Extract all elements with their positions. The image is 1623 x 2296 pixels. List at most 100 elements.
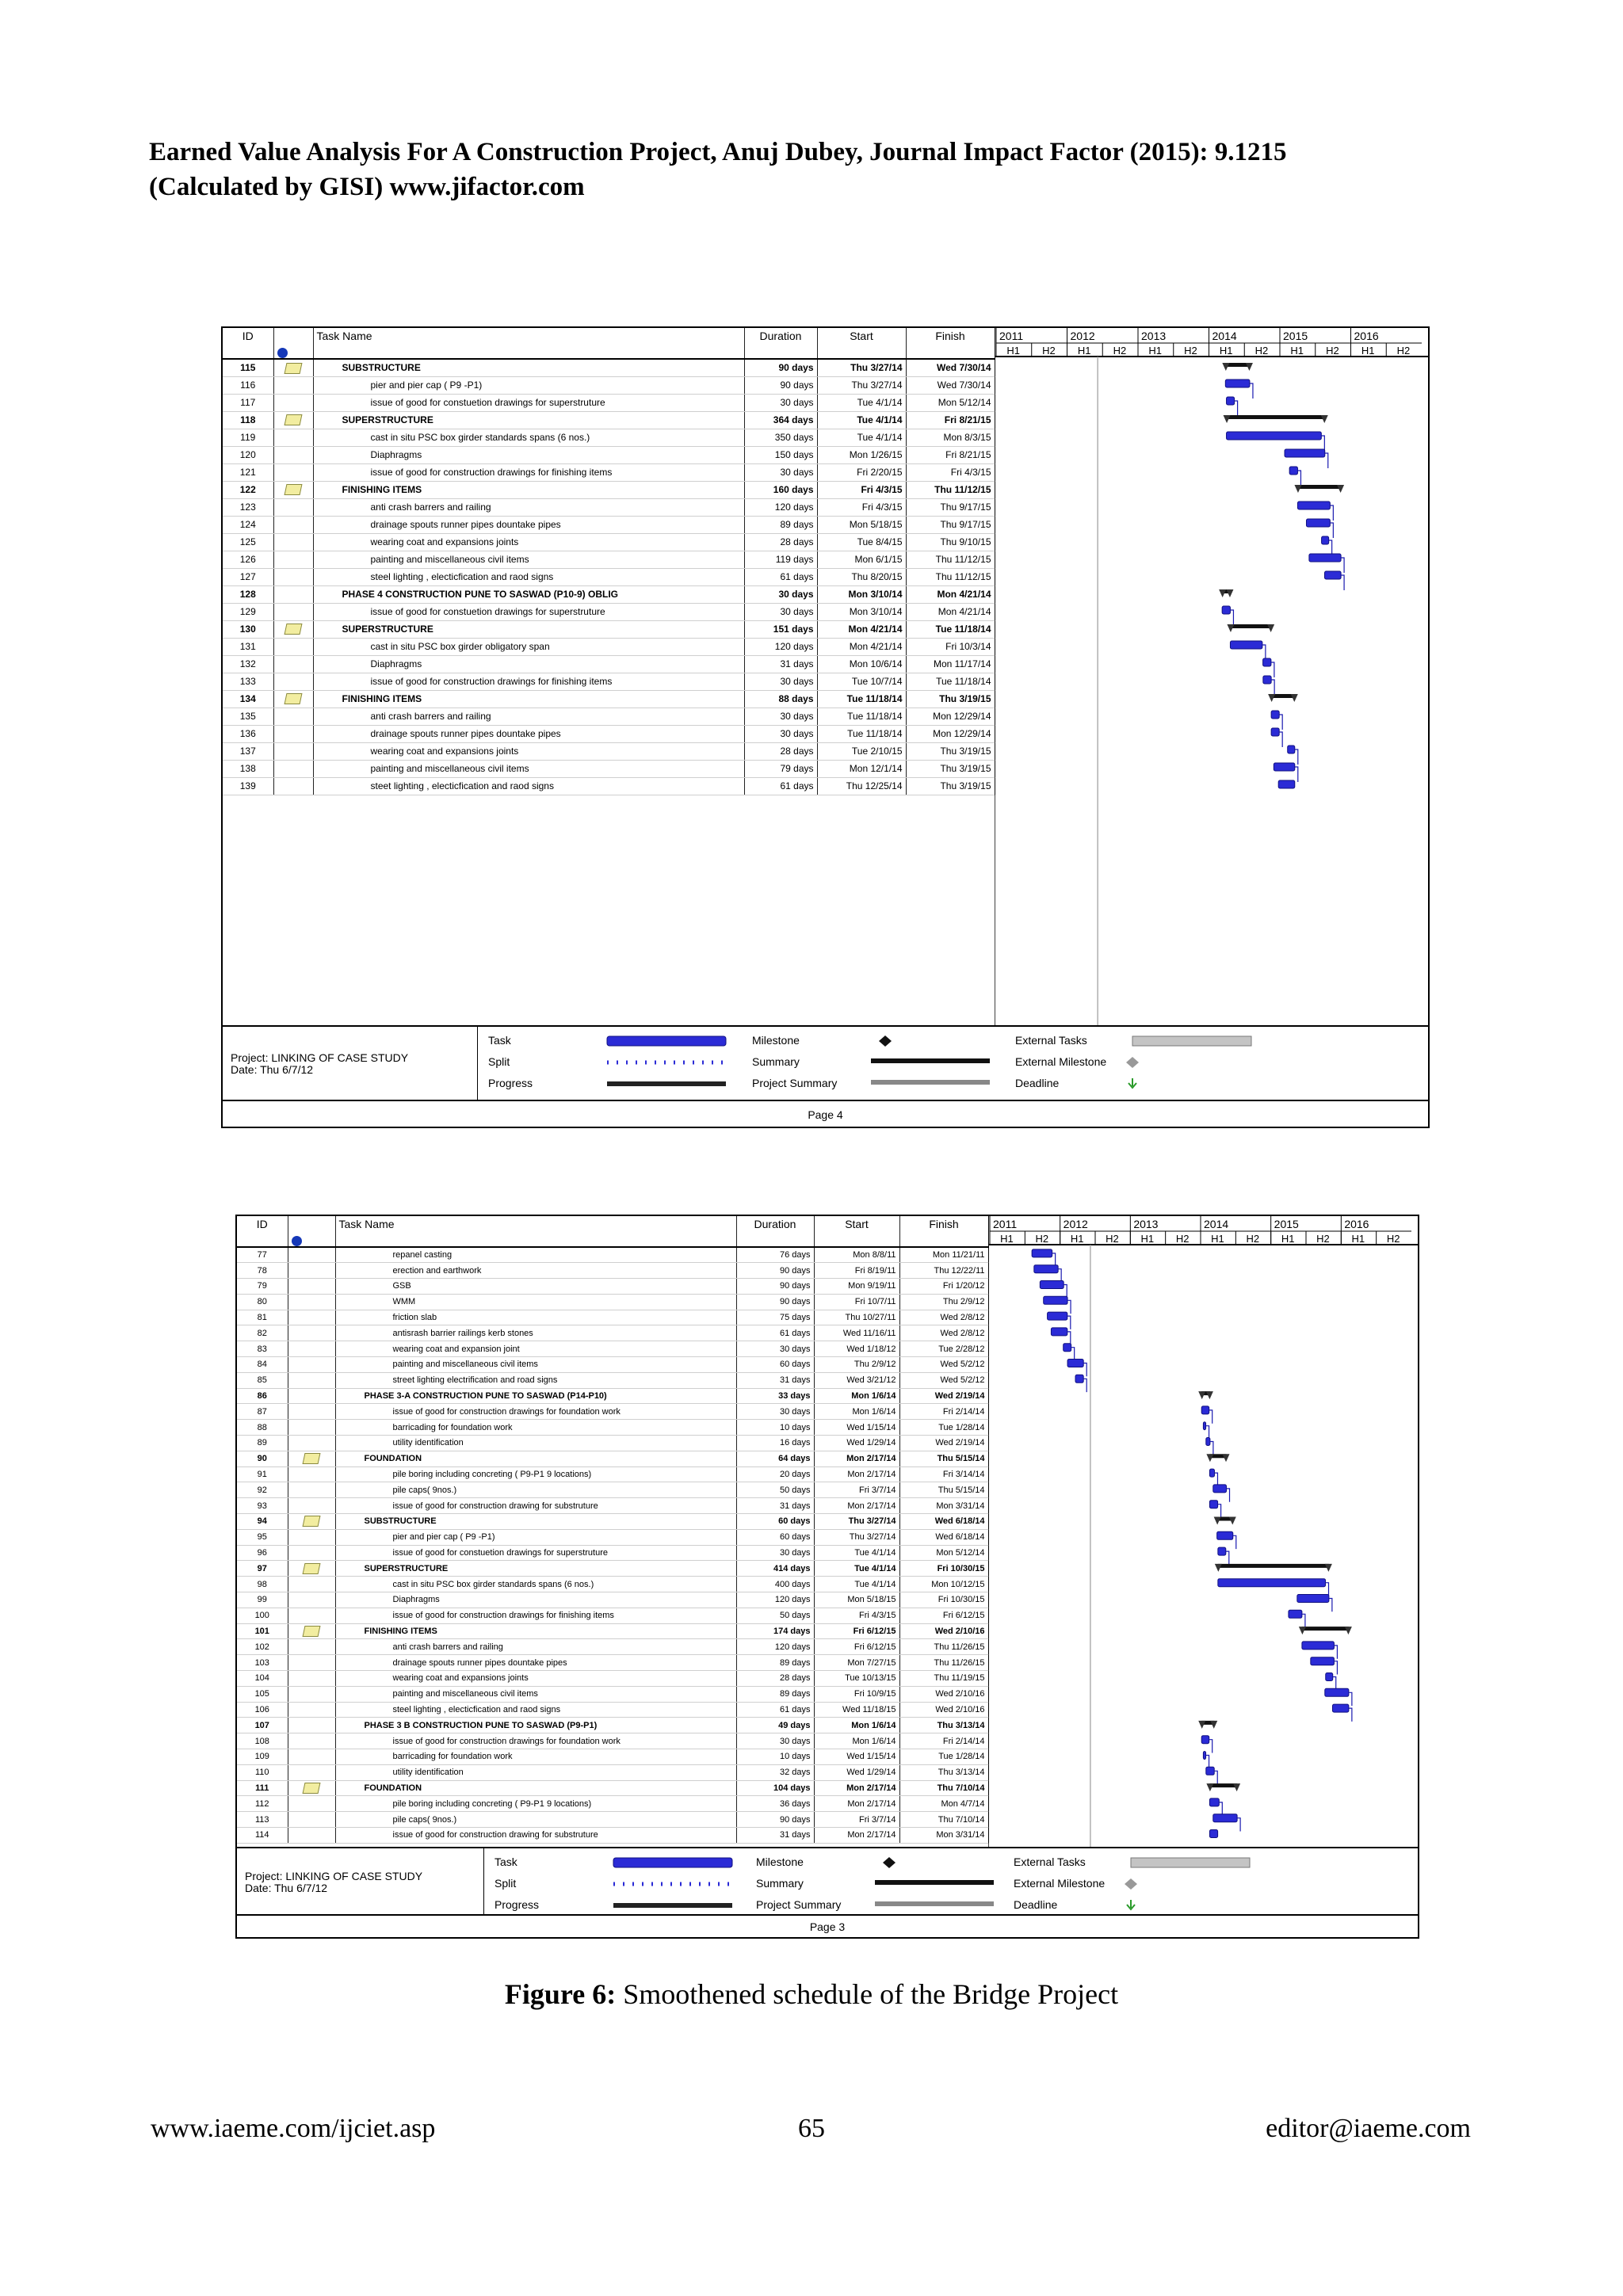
task-finish: Thu 3/19/15 — [906, 777, 995, 795]
task-id: 110 — [237, 1764, 288, 1781]
indicator-cell — [273, 446, 314, 464]
task-id: 113 — [237, 1811, 288, 1828]
table-row: 138 painting and miscellaneous civil item… — [223, 760, 995, 778]
indicator-cell — [288, 1608, 336, 1624]
column-header-finish: Finish — [906, 328, 995, 360]
task-bar — [1262, 658, 1272, 667]
task-bar — [1209, 1468, 1215, 1478]
task-name: FINISHING ITEMS — [335, 1623, 737, 1640]
task-duration: 30 days — [744, 463, 818, 482]
summary-start-cap — [1294, 485, 1302, 493]
task-start: Wed 1/15/14 — [814, 1749, 900, 1765]
task-duration: 31 days — [736, 1372, 815, 1389]
task-duration: 90 days — [736, 1262, 815, 1280]
indicator-cell — [288, 1780, 336, 1797]
legend-progress-symbol — [607, 1081, 726, 1086]
table-row: 133 issue of good for construction drawin… — [223, 673, 995, 691]
column-header-task-name: Task Name — [335, 1216, 737, 1248]
task-bar — [1226, 431, 1322, 441]
task-id: 128 — [223, 585, 274, 604]
table-row: 79 GSB 90 days Mon 9/19/11 Fri 1/20/12 — [237, 1278, 989, 1295]
half-label: H1 — [1006, 345, 1020, 357]
task-finish: Thu 3/13/14 — [899, 1764, 989, 1781]
legend-label: Milestone — [756, 1855, 804, 1868]
task-name: painting and miscellaneous civil items — [335, 1686, 737, 1703]
task-id: 86 — [237, 1388, 288, 1405]
task-bar — [1063, 1343, 1072, 1352]
task-finish: Fri 10/30/15 — [899, 1592, 989, 1608]
task-duration: 28 days — [744, 742, 818, 761]
task-name: Diaphragms — [335, 1592, 737, 1608]
task-start: Wed 1/29/14 — [814, 1435, 900, 1451]
legend-label: External Tasks — [1014, 1855, 1086, 1868]
half-label: H2 — [1247, 1233, 1260, 1245]
year-label: 2012 — [1071, 330, 1095, 342]
task-duration: 32 days — [736, 1764, 815, 1781]
task-finish: Wed 5/2/12 — [899, 1356, 989, 1373]
summary-bar — [1217, 1563, 1329, 1568]
task-id: 81 — [237, 1310, 288, 1326]
indicator-cell — [273, 516, 314, 534]
dependency-link — [1083, 1378, 1087, 1393]
task-duration: 364 days — [744, 411, 818, 429]
year-label: 2012 — [1064, 1218, 1088, 1230]
indicator-cell — [288, 1529, 336, 1546]
dependency-link — [1217, 1504, 1222, 1518]
indicator-cell — [288, 1310, 336, 1326]
legend-project-summary-symbol — [875, 1901, 994, 1906]
table-header-row: ID Task Name Duration Start Finish — [237, 1216, 989, 1248]
dependency-link — [1071, 1347, 1075, 1361]
task-duration: 119 days — [744, 551, 818, 569]
task-duration: 89 days — [736, 1686, 815, 1703]
summary-bar — [1201, 1720, 1215, 1725]
indicator-cell — [273, 463, 314, 482]
task-name: painting and miscellaneous civil items — [313, 551, 745, 569]
indicator-cell — [288, 1702, 336, 1718]
task-start: Mon 3/10/14 — [817, 585, 907, 604]
task-start: Tue 2/10/15 — [817, 742, 907, 761]
indicator-cell — [288, 1623, 336, 1640]
task-id: 97 — [237, 1560, 288, 1577]
task-name: drainage spouts runner pipes dountake pi… — [313, 516, 745, 534]
task-finish: Mon 5/12/14 — [899, 1545, 989, 1562]
task-name: wearing coat and expansions joints — [313, 742, 745, 761]
indicator-cell — [273, 655, 314, 673]
legend-summary-symbol — [875, 1880, 994, 1885]
legend-external-tasks-symbol — [1132, 1035, 1252, 1047]
task-bar — [1212, 1814, 1238, 1823]
table-row: 101 FINISHING ITEMS 174 days Fri 6/12/15 Wed… — [237, 1623, 989, 1640]
dependency-link — [1330, 522, 1334, 538]
task-id: 89 — [237, 1435, 288, 1451]
page-label: Page 3 — [237, 1914, 1418, 1939]
footer-right-email[interactable]: editor@iaeme.com — [1266, 2114, 1471, 2143]
task-duration: 60 days — [736, 1513, 815, 1530]
half-label: H1 — [1211, 1233, 1224, 1245]
task-id: 108 — [237, 1733, 288, 1749]
dependency-link — [1330, 505, 1334, 521]
task-duration: 160 days — [744, 481, 818, 499]
summary-end-cap — [1222, 1454, 1230, 1463]
task-id: 103 — [237, 1654, 288, 1672]
indicator-cell — [273, 638, 314, 656]
table-row: 107 PHASE 3 B CONSTRUCTION PUNE TO SASWAD… — [237, 1717, 989, 1734]
task-finish: Thu 11/26/15 — [899, 1654, 989, 1672]
task-start: Fri 10/7/11 — [814, 1294, 900, 1310]
dependency-link — [1225, 1550, 1230, 1565]
task-start: Fri 10/9/15 — [814, 1686, 900, 1703]
task-start: Tue 10/7/14 — [817, 673, 907, 691]
task-start: Tue 4/1/14 — [817, 394, 907, 412]
task-name: issue of good for constuetion drawings f… — [335, 1545, 737, 1562]
task-id: 78 — [237, 1262, 288, 1280]
footer-left-url[interactable]: www.iaeme.com/ijciet.asp — [151, 2114, 436, 2143]
paper-header: Earned Value Analysis For A Construction… — [149, 135, 1496, 204]
task-finish: Thu 3/19/15 — [906, 760, 995, 778]
task-finish: Mon 11/21/11 — [899, 1247, 989, 1264]
half-label: H1 — [1078, 345, 1091, 357]
task-duration: 89 days — [744, 516, 818, 534]
task-duration: 30 days — [736, 1403, 815, 1421]
indicator-cell — [273, 620, 314, 639]
task-finish: Mon 12/29/14 — [906, 725, 995, 743]
footer-page-number: 65 — [798, 2114, 825, 2143]
dependency-link — [1237, 1817, 1241, 1832]
task-start: Wed 1/15/14 — [814, 1419, 900, 1436]
